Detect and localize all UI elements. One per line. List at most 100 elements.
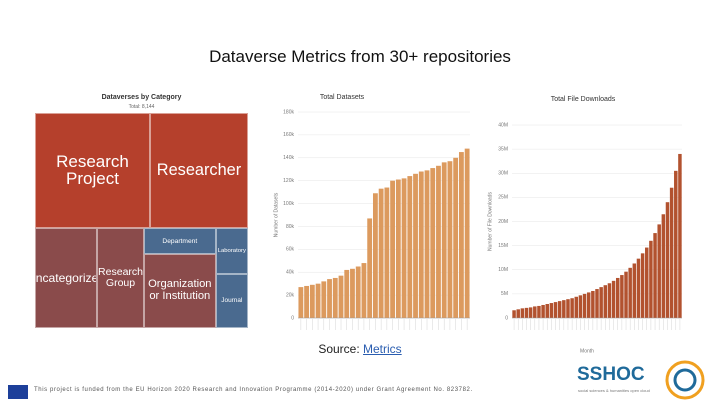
y-axis-label: Number of File Downloads	[487, 192, 493, 251]
bar	[407, 176, 413, 318]
footer: This project is funded from the EU Horiz…	[34, 387, 473, 393]
bar	[607, 283, 612, 318]
bar	[549, 303, 554, 318]
bar	[545, 304, 549, 318]
bar	[657, 224, 661, 318]
bar	[390, 180, 396, 318]
bar	[344, 269, 350, 318]
slide-title: Dataverse Metrics from 30+ repositories	[209, 47, 511, 66]
source: Source: Metrics	[0, 342, 720, 356]
bar	[570, 298, 574, 318]
bar	[528, 307, 533, 318]
bar	[447, 161, 453, 318]
bar	[516, 309, 520, 318]
treemap-cell: Research Group	[97, 227, 144, 328]
y-tick-label: 120k	[283, 178, 294, 184]
y-tick-label: 10M	[498, 267, 508, 273]
bar	[678, 153, 682, 318]
chart-title: Total Datasets	[320, 94, 365, 101]
bar	[557, 301, 562, 318]
bar	[582, 293, 587, 318]
bar	[367, 218, 373, 318]
bar	[430, 168, 436, 318]
treemap-cell: Research Project	[35, 113, 150, 228]
y-tick-label: 30M	[498, 171, 508, 177]
treemap-cell: Organization or Institution	[143, 254, 216, 328]
treemap-cell: Laboratory	[215, 227, 248, 274]
bar	[355, 266, 361, 318]
bar	[620, 275, 624, 318]
y-tick-label: 180k	[283, 109, 294, 115]
y-axis-label: Number of Datasets	[273, 192, 279, 237]
bar	[309, 284, 315, 318]
bar	[649, 240, 653, 318]
y-tick-label: 40M	[498, 122, 508, 128]
bar	[562, 300, 566, 318]
bar	[599, 287, 603, 318]
charts: Total Datasets 0 20k 40k 60k 80k 100k 120k 140k 1…	[273, 94, 682, 354]
bar	[595, 289, 599, 318]
bar	[453, 157, 459, 318]
treemap-cell: Researcher	[150, 113, 248, 228]
bar	[378, 188, 384, 318]
bar	[653, 233, 657, 318]
y-tick-label: 25M	[498, 195, 508, 201]
logo-tagline: social sciences & humanities open cloud	[578, 388, 650, 393]
logo: SSHOC	[577, 364, 645, 385]
bar	[669, 187, 674, 318]
bar	[350, 268, 355, 318]
bar	[586, 292, 591, 318]
y-tick-label: 80k	[286, 224, 295, 230]
logo-mark	[665, 360, 705, 400]
bar	[418, 171, 424, 318]
bar	[464, 148, 470, 318]
source-link[interactable]: Metrics	[363, 342, 402, 356]
bar	[591, 290, 595, 318]
y-tick-label: 20M	[498, 219, 508, 225]
bar	[624, 271, 628, 318]
bar	[665, 202, 670, 318]
y-tick-label: 5M	[501, 291, 508, 297]
bar	[298, 287, 304, 318]
bar	[458, 152, 464, 318]
bar	[537, 305, 541, 318]
bar	[628, 267, 632, 318]
treemap-cell: Journal	[215, 273, 248, 328]
bar	[645, 247, 649, 318]
bar	[520, 308, 525, 318]
treemap-cell: Uncategorized	[35, 227, 98, 328]
logo-ring	[673, 368, 697, 392]
bar	[632, 263, 637, 318]
bar	[574, 296, 579, 318]
bar	[401, 178, 407, 318]
bar	[512, 310, 516, 318]
bar	[553, 302, 558, 318]
chart-title: Total File Downloads	[551, 96, 616, 103]
bar	[640, 253, 645, 318]
bar	[674, 170, 678, 318]
bar	[384, 187, 390, 318]
bar	[315, 283, 321, 318]
y-tick-label: 0	[505, 315, 508, 321]
bar	[603, 285, 608, 318]
bar	[361, 263, 367, 318]
bar	[533, 306, 537, 318]
y-tick-label: 140k	[283, 155, 294, 161]
bar	[395, 179, 401, 318]
bar	[436, 165, 441, 318]
y-tick-label: 35M	[498, 146, 508, 152]
bar	[424, 170, 430, 318]
y-tick-label: 160k	[283, 132, 294, 138]
treemap-subtitle: Total: 8,144	[128, 104, 155, 110]
bar	[321, 281, 327, 318]
bar	[541, 304, 545, 318]
bar	[661, 214, 666, 318]
y-tick-label: 60k	[286, 247, 295, 253]
y-tick-label: 100k	[283, 201, 294, 207]
source-label: Source:	[318, 342, 360, 356]
bar	[338, 275, 344, 318]
bar	[304, 285, 310, 318]
bar	[413, 173, 418, 318]
